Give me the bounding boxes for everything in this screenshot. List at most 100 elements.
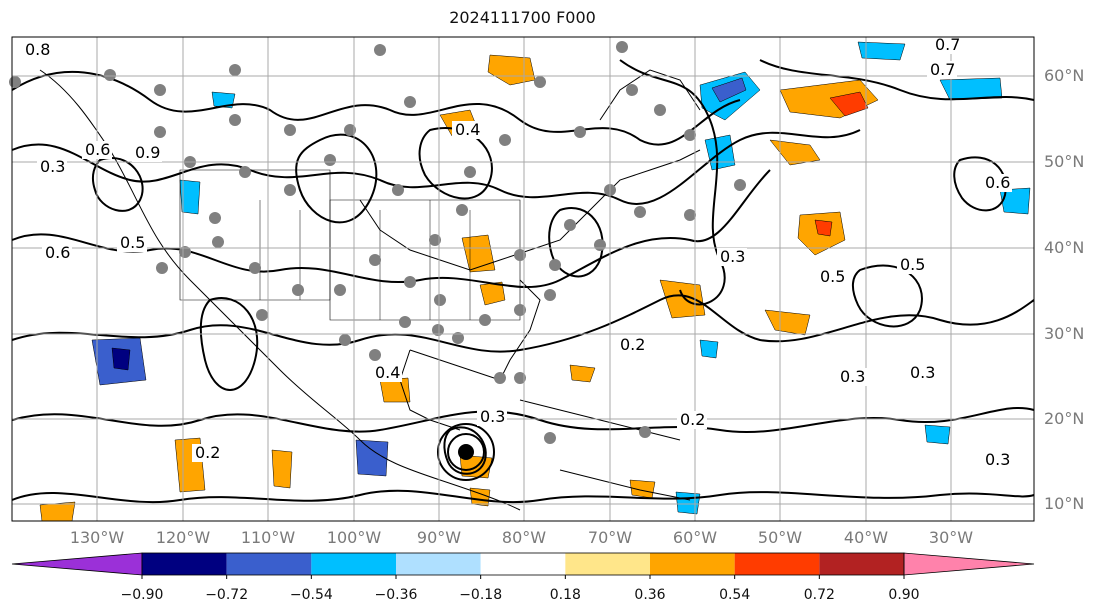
shade-positive xyxy=(271,449,293,489)
contour-label-bg xyxy=(82,141,112,159)
contour-line xyxy=(619,59,726,306)
colorbar-segment xyxy=(734,553,820,575)
contour-line xyxy=(91,157,144,212)
longitude-label: 90°W xyxy=(416,528,462,547)
shade-positive xyxy=(829,91,869,117)
shade-positive xyxy=(769,139,821,166)
contour-label: 0.3 xyxy=(40,157,65,176)
contour-label: 0.5 xyxy=(900,255,925,274)
shade-negative xyxy=(179,179,201,215)
shade-negative xyxy=(699,339,719,359)
contour-label: 0.3 xyxy=(720,247,745,266)
colorbar-segment xyxy=(480,553,566,575)
colorbar-tick-label: −0.54 xyxy=(289,587,333,603)
shade-negative xyxy=(711,77,747,103)
contour-label: 0.2 xyxy=(680,410,705,429)
colorbar-tick-label: 0.72 xyxy=(803,587,835,603)
coastline xyxy=(599,69,701,121)
colorbar-tick-label: −0.90 xyxy=(120,587,164,603)
contour-label: 0.3 xyxy=(840,367,865,386)
contour-line xyxy=(295,133,378,224)
colorbar xyxy=(11,552,1035,579)
contour-label: 0.7 xyxy=(930,60,955,79)
contour-label-bg xyxy=(982,451,1012,469)
shade-positive xyxy=(469,487,491,507)
contour-label-bg xyxy=(192,444,222,462)
contour-label-bg xyxy=(677,411,707,429)
shade-negative xyxy=(355,439,389,477)
longitude-label: 80°W xyxy=(501,528,547,547)
contour-line xyxy=(443,426,487,475)
contour-label: 0.3 xyxy=(480,407,505,426)
station-dots xyxy=(9,41,746,444)
colorbar-segment xyxy=(565,553,650,575)
latitude-label: 10°N xyxy=(1044,494,1085,513)
latitude-label: 40°N xyxy=(1044,238,1085,257)
shade-positive xyxy=(487,54,536,86)
shade-positive xyxy=(659,279,706,319)
coastline xyxy=(409,279,541,381)
latitude-label: 20°N xyxy=(1044,409,1085,428)
contour-label: 0.5 xyxy=(820,267,845,286)
coastline xyxy=(259,200,471,320)
contour-label-bg xyxy=(117,234,147,252)
contour-label-bg xyxy=(22,41,52,59)
contour-label: 0.3 xyxy=(985,450,1010,469)
contour-label-bg xyxy=(907,364,937,382)
colorbar-tick-label: 0.54 xyxy=(719,587,751,603)
shade-positive xyxy=(814,219,833,237)
contour-label: 0.2 xyxy=(195,443,220,462)
shade-positive xyxy=(39,501,76,522)
contour-layer xyxy=(11,59,1035,504)
longitude-label: 60°W xyxy=(672,528,718,547)
storm-center xyxy=(437,423,495,481)
contour-label-bg xyxy=(477,408,507,426)
contour-label: 0.9 xyxy=(135,143,160,162)
shade-negative xyxy=(111,347,131,371)
shade-positive xyxy=(629,479,656,499)
longitude-label: 30°W xyxy=(928,528,974,547)
contour-label-bg xyxy=(837,368,867,386)
latitude-label: 60°N xyxy=(1044,66,1085,85)
colorbar-tick-label: −0.36 xyxy=(374,587,418,603)
contour-label: 0.8 xyxy=(25,40,50,59)
graticule xyxy=(12,37,1034,521)
coastline xyxy=(329,199,521,321)
shade-negative xyxy=(211,91,236,109)
colorbar-tick-label: 0.36 xyxy=(634,587,666,603)
contour-label: 0.4 xyxy=(375,363,400,382)
colorbar-segment xyxy=(311,553,396,575)
contour-label-bg xyxy=(132,144,162,162)
contour-label: 0.6 xyxy=(985,173,1010,192)
contour-label: 0.3 xyxy=(910,363,935,382)
contour-label-bg xyxy=(982,174,1012,192)
shade-positive xyxy=(764,309,811,336)
longitude-label: 40°W xyxy=(843,528,889,547)
colorbar-extend-high xyxy=(903,552,1035,576)
colorbar-tick-label: −0.18 xyxy=(459,587,503,603)
contour-line xyxy=(11,169,771,288)
longitude-label: 70°W xyxy=(587,528,633,547)
contour-label-bg xyxy=(37,158,67,176)
colorbar-segment xyxy=(819,553,904,575)
longitude-label: 100°W xyxy=(326,528,382,547)
contour-line xyxy=(11,489,1035,504)
contour-line xyxy=(953,156,1007,212)
colorbar-tick-label: 0.90 xyxy=(888,587,920,603)
contour-label-bg xyxy=(717,248,747,266)
shade-negative xyxy=(999,187,1031,215)
colorbar-segment xyxy=(226,553,312,575)
contour-line xyxy=(548,207,604,278)
longitude-label: 110°W xyxy=(240,528,296,547)
contour-line xyxy=(11,70,741,146)
colorbar-outline xyxy=(141,552,905,576)
contour-label: 0.6 xyxy=(85,140,110,159)
contour-label-layer: 0.8 0.7 0.3 0.6 0.5 0.6 0.9 0.2 0.4 0.3 0.2 0.3 0.2 0… xyxy=(22,35,1012,469)
contour-label-bg xyxy=(817,268,847,286)
longitude-label: 130°W xyxy=(69,528,125,547)
contour-label-bg xyxy=(372,364,402,382)
coastline xyxy=(559,469,691,501)
coastline xyxy=(519,399,681,441)
shade-negative xyxy=(924,424,951,445)
